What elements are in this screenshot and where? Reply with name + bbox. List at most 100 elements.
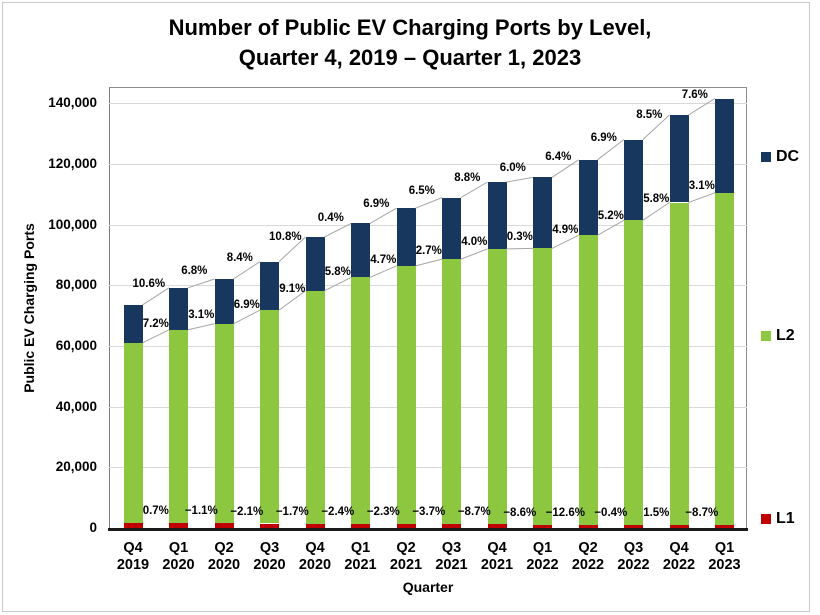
bar-segment-dc <box>123 304 143 343</box>
pct-change-label-l2: 6.9% <box>233 299 260 311</box>
pct-change-label-dc: 6.8% <box>181 265 208 278</box>
pct-change-label-dc: 6.4% <box>545 150 572 163</box>
bar-segment-dc <box>578 159 598 236</box>
bar-segment-l2 <box>123 342 143 524</box>
chart-title-line-2: Quarter 4, 2019 – Quarter 1, 2023 <box>238 45 582 70</box>
bar-segment-l2 <box>214 323 234 524</box>
grid-line <box>109 224 747 226</box>
bar-segment-dc <box>260 261 279 311</box>
grid-line <box>109 163 747 165</box>
bar-segment-dc <box>487 182 507 249</box>
pct-change-label-l2: 5.2% <box>597 209 624 222</box>
pct-change-label-l1: −12.6% <box>545 506 585 519</box>
legend-label-l2: L2 <box>776 327 795 344</box>
bar-segment-l1 <box>624 525 643 528</box>
bar-segment-l2 <box>442 259 461 524</box>
y-tick-label: 40,000 <box>55 398 97 414</box>
bar-segment-l1 <box>214 523 234 528</box>
bar-segment-l2 <box>351 277 370 524</box>
pct-change-label-l2: 9.1% <box>279 282 306 295</box>
pct-change-label-l1: −2.3% <box>366 505 400 518</box>
pct-change-label-l2: 4.0% <box>461 236 488 248</box>
pct-change-label-dc: 0.4% <box>317 212 344 225</box>
bar-segment-l1 <box>533 524 552 528</box>
legend-swatch-dc <box>761 152 771 162</box>
chart-title-line-1: Number of Public EV Charging Ports by Le… <box>168 15 652 40</box>
bar-segment-dc <box>715 98 734 193</box>
bar-segment-dc <box>214 279 234 324</box>
y-tick-label: 0 <box>89 520 97 535</box>
x-tick-label: Q4 2021 <box>480 540 514 573</box>
x-tick-label: Q2 2020 <box>207 540 241 573</box>
y-axis-title: Public EV Charging Ports <box>21 223 37 393</box>
bar-segment-dc <box>396 208 416 266</box>
pct-change-label-l2: 3.1% <box>688 179 715 192</box>
chart-title: Number of Public EV Charging Ports by Le… <box>0 13 820 73</box>
pct-change-label-dc: 6.9% <box>590 131 617 144</box>
legend-label-dc: DC <box>776 148 800 165</box>
bar-segment-l2 <box>487 248 507 525</box>
bar-segment-l2 <box>305 290 325 524</box>
pct-change-label-dc: 8.5% <box>636 109 663 122</box>
pct-change-label-l1: −3.7% <box>412 505 446 518</box>
bar-segment-dc <box>533 177 552 249</box>
pct-change-label-dc: 8.4% <box>226 252 253 265</box>
pct-change-label-l2: 4.7% <box>370 253 397 266</box>
y-tick-label: 120,000 <box>48 155 97 171</box>
grid-line <box>109 345 747 347</box>
bar-segment-l2 <box>533 248 552 525</box>
x-tick-label: Q1 2023 <box>708 540 741 573</box>
bar-segment-l2 <box>669 202 689 525</box>
bar-segment-l1 <box>442 523 461 528</box>
bar-segment-l2 <box>396 265 416 524</box>
legend-item-l1: L1 <box>761 511 795 527</box>
pct-change-label-l1: −0.4% <box>594 507 628 519</box>
bar-segment-dc <box>442 197 461 260</box>
x-tick-label: Q4 2022 <box>662 540 696 573</box>
y-tick-label: 140,000 <box>48 95 97 111</box>
bar-segment-l1 <box>396 523 416 528</box>
x-tick-label: Q1 2022 <box>526 540 559 573</box>
pct-change-label-l1: −8.6% <box>503 506 537 519</box>
y-tick-label: 20,000 <box>55 459 97 475</box>
x-tick-label: Q4 2019 <box>116 540 150 573</box>
pct-change-label-l2: 7.2% <box>142 318 169 331</box>
x-tick-label: Q4 2020 <box>298 540 332 573</box>
grid-line <box>109 103 747 105</box>
bar-segment-l1 <box>669 525 689 528</box>
y-tick-label: 80,000 <box>55 277 97 293</box>
bar-segment-l1 <box>487 524 507 528</box>
pct-change-label-dc: 8.8% <box>454 171 481 184</box>
pct-change-label-l1: −2.1% <box>230 505 264 518</box>
pct-change-label-l1: −2.4% <box>321 505 355 518</box>
bar-segment-l1 <box>305 523 325 528</box>
pct-change-label-l1: 0.7% <box>142 505 169 518</box>
y-tick-label: 60,000 <box>55 337 97 353</box>
bar-segment-l2 <box>260 310 279 524</box>
pct-change-label-dc: 6.5% <box>408 184 435 197</box>
legend-item-dc: DC <box>761 149 799 165</box>
grid-line <box>109 285 747 287</box>
pct-change-label-dc: 7.6% <box>681 88 708 101</box>
x-tick-label: Q3 2020 <box>253 540 286 573</box>
bar-segment-l1 <box>578 525 598 528</box>
bar-segment-l1 <box>715 525 734 528</box>
pct-change-label-dc: 10.6% <box>132 278 166 291</box>
bar-segment-dc <box>351 223 370 278</box>
pct-change-label-l1: −8.7% <box>685 507 719 520</box>
legend-swatch-l2 <box>761 331 771 341</box>
bar-segment-l2 <box>578 235 598 526</box>
pct-change-label-l1: −1.1% <box>184 505 218 518</box>
pct-change-label-l1: 1.5% <box>643 507 670 519</box>
pct-change-label-l2: 5.8% <box>643 193 670 206</box>
grid-line <box>109 406 747 408</box>
pct-change-label-l2: 4.9% <box>552 223 579 236</box>
grid-line <box>109 467 747 469</box>
x-axis-title: Quarter <box>402 579 454 595</box>
x-tick-label: Q3 2022 <box>617 540 650 573</box>
bar-segment-l2 <box>169 329 188 524</box>
x-tick-label: Q1 2021 <box>344 540 377 573</box>
bar-segment-l2 <box>715 192 734 526</box>
bar-segment-l1 <box>123 523 143 528</box>
